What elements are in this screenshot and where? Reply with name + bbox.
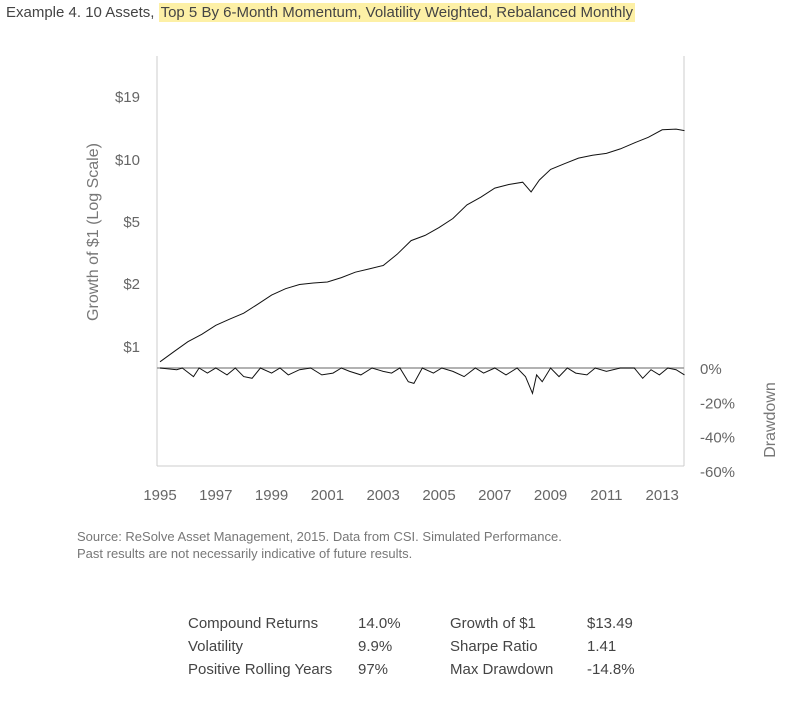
title-highlight: Top 5 By 6-Month Momentum, Volatility We…: [158, 3, 636, 22]
stats-row: Volatility 9.9% Sharpe Ratio 1.41: [188, 635, 657, 658]
stat-label: Compound Returns: [188, 615, 319, 632]
source-line-1: Source: ReSolve Asset Management, 2015. …: [77, 529, 562, 544]
growth-tick-label: $2: [123, 276, 140, 293]
stat-label: Positive Rolling Years: [188, 661, 333, 678]
year-tick-label: 2007: [478, 487, 511, 504]
stats-row: Compound Returns 14.0% Growth of $1 $13.49: [188, 612, 657, 635]
drawdown-line: [159, 367, 685, 396]
year-tick-label: 2013: [646, 487, 679, 504]
drawdown-tick-label: -20%: [700, 395, 735, 412]
year-tick-label: 2011: [590, 487, 622, 504]
year-tick-label: 2005: [422, 487, 455, 504]
stat-value: 14.0%: [358, 615, 401, 632]
growth-tick-label: $19: [115, 89, 140, 106]
figure-title: Example 4. 10 Assets, Top 5 By 6-Month M…: [6, 3, 636, 22]
stat-label: Growth of $1: [450, 615, 536, 632]
stat-value: 9.9%: [358, 638, 393, 655]
source-line-2: Past results are not necessarily indicat…: [77, 546, 413, 561]
stat-label: Sharpe Ratio: [450, 638, 538, 655]
stat-value: 1.41: [587, 638, 617, 655]
title-prefix: Example 4. 10 Assets,: [6, 4, 159, 21]
year-tick-label: 1999: [255, 487, 288, 504]
stats-row: Positive Rolling Years 97% Max Drawdown -14…: [188, 658, 657, 681]
stat-label: Max Drawdown: [450, 661, 554, 678]
growth-tick-label: $10: [115, 152, 140, 169]
growth-tick-label: $5: [123, 214, 140, 231]
year-tick-label: 2001: [311, 487, 344, 504]
drawdown-tick-label: -60%: [700, 464, 735, 481]
year-tick-label: 2009: [534, 487, 567, 504]
drawdown-tick-label: -40%: [700, 430, 735, 447]
stat-value: $13.49: [587, 615, 633, 632]
growth-axis-label: Growth of $1 (Log Scale): [85, 143, 102, 321]
stat-value: 97%: [358, 661, 389, 678]
year-tick-label: 2003: [367, 487, 400, 504]
stat-value: -14.8%: [587, 661, 635, 678]
drawdown-tick-label: 0%: [700, 361, 722, 378]
year-tick-label: 1997: [199, 487, 232, 504]
year-tick-label: 1995: [143, 487, 176, 504]
stats-table: Compound Returns 14.0% Growth of $1 $13.49 …: [188, 612, 657, 681]
drawdown-axis-label: Drawdown: [762, 382, 779, 458]
source-note: Source: ReSolve Asset Management, 2015. …: [77, 528, 562, 562]
chart: $1 $2 $5 $10 $19 0% -20% -40% -60% 1995 1997 1999 20…: [85, 56, 779, 504]
growth-line: [159, 128, 685, 363]
growth-tick-label: $1: [123, 339, 140, 356]
stat-label: Volatility: [188, 638, 244, 655]
